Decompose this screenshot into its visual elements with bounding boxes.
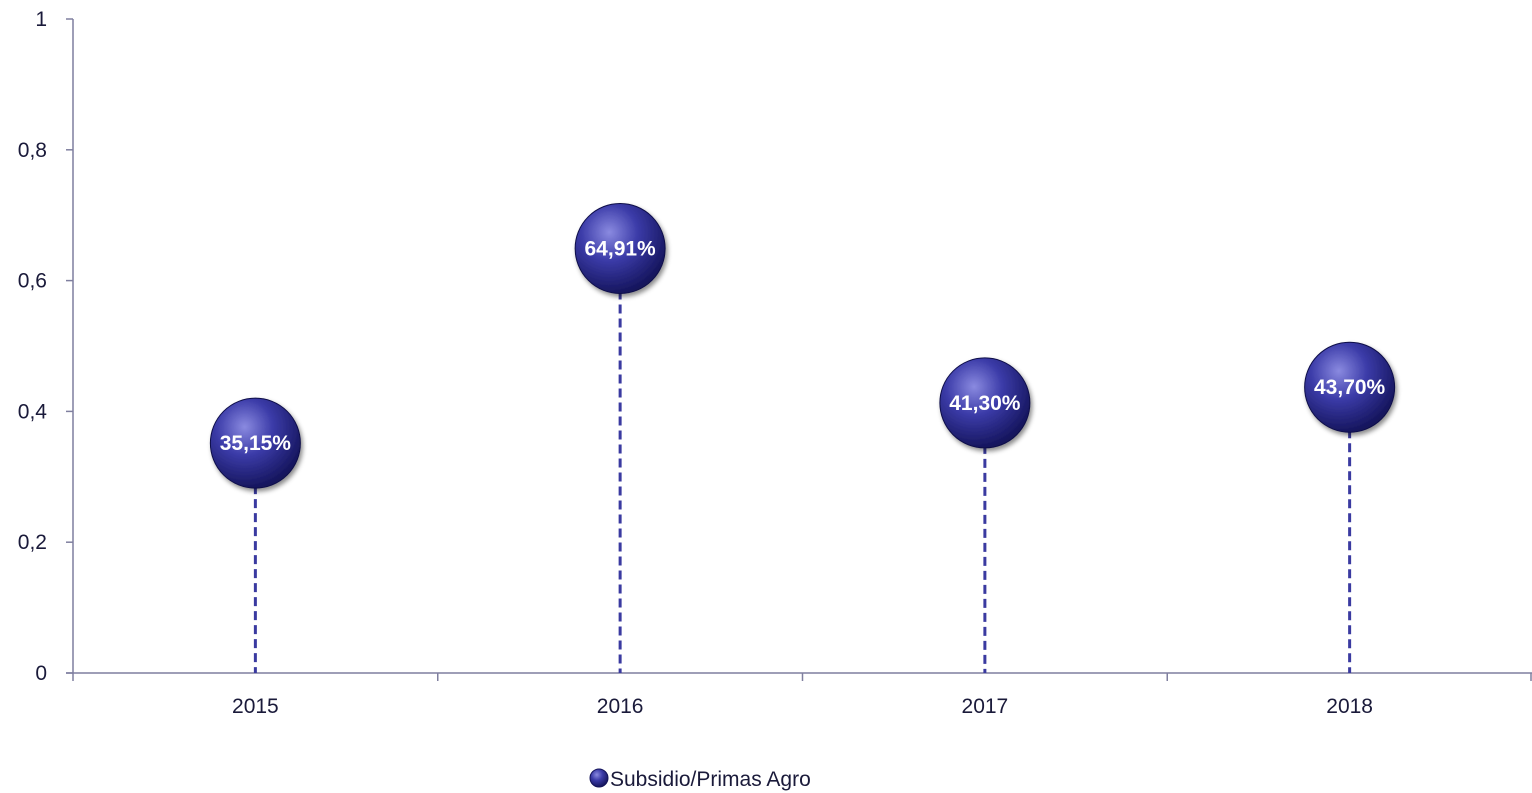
x-tick-label: 2018 — [1326, 695, 1373, 718]
y-tick-label: 0,4 — [18, 400, 48, 423]
data-markers: 35,15% 64,91% 41,30% 43,70% — [209, 202, 1396, 489]
data-point — [574, 202, 666, 294]
legend: Subsidio/Primas Agro — [589, 768, 811, 791]
y-tick-label: 0,8 — [18, 139, 47, 162]
y-tick-label: 0,6 — [18, 270, 47, 293]
data-label: 41,30% — [949, 392, 1021, 415]
legend-marker — [589, 768, 609, 788]
data-label: 35,15% — [220, 432, 292, 455]
y-tick-label: 0 — [35, 662, 47, 685]
data-point — [209, 397, 301, 489]
x-tick-label: 2017 — [962, 695, 1009, 718]
data-point — [939, 357, 1031, 449]
drop-lines — [253, 248, 1352, 673]
legend-label: Subsidio/Primas Agro — [610, 768, 811, 791]
data-label: 64,91% — [585, 237, 657, 260]
y-tick-label: 1 — [35, 8, 47, 31]
y-axis: 0 0,2 0,4 0,6 0,8 1 — [18, 8, 74, 685]
x-axis: 2015 2016 2017 2018 — [66, 672, 1532, 718]
x-tick-label: 2015 — [232, 695, 279, 718]
data-label: 43,70% — [1314, 376, 1386, 399]
data-point — [1304, 341, 1396, 433]
y-tick-label: 0,2 — [18, 531, 47, 554]
x-tick-label: 2016 — [597, 695, 644, 718]
